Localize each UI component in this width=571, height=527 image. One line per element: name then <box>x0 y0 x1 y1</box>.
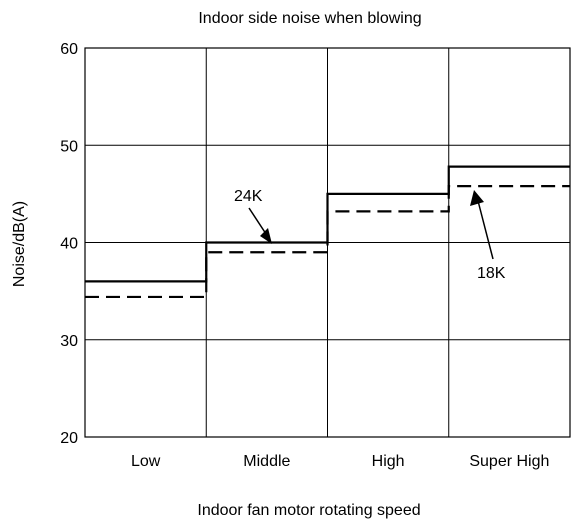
y-tick-label-50: 50 <box>60 138 78 155</box>
arrow-18k-line <box>476 196 494 260</box>
series-label-24k: 24K <box>234 188 263 205</box>
y-tick-label-60: 60 <box>60 41 78 58</box>
x-axis-label: Indoor fan motor rotating speed <box>197 502 420 519</box>
chart-title: Indoor side noise when blowing <box>198 10 421 27</box>
x-category-label-0: Low <box>131 453 161 470</box>
x-category-label-3: Super High <box>469 453 549 470</box>
series-annotations: 24K 18K <box>234 188 506 282</box>
y-tick-label-40: 40 <box>60 236 78 253</box>
y-tick-label-20: 20 <box>60 430 78 447</box>
y-axis-ticks: 20 30 40 50 60 <box>60 41 78 447</box>
y-tick-label-30: 30 <box>60 333 78 350</box>
series-lines <box>85 165 570 299</box>
series-line-18k <box>85 184 570 299</box>
arrow-24k-head <box>260 228 272 244</box>
y-axis-label: Noise/dB(A) <box>11 201 28 287</box>
arrow-18k-head <box>470 190 484 206</box>
x-axis-categories: Low Middle High Super High <box>131 453 549 470</box>
plot-border <box>84 47 571 438</box>
plot-frame <box>84 47 571 438</box>
x-category-label-2: High <box>372 453 405 470</box>
x-category-label-1: Middle <box>243 453 290 470</box>
series-label-18k: 18K <box>477 265 506 282</box>
